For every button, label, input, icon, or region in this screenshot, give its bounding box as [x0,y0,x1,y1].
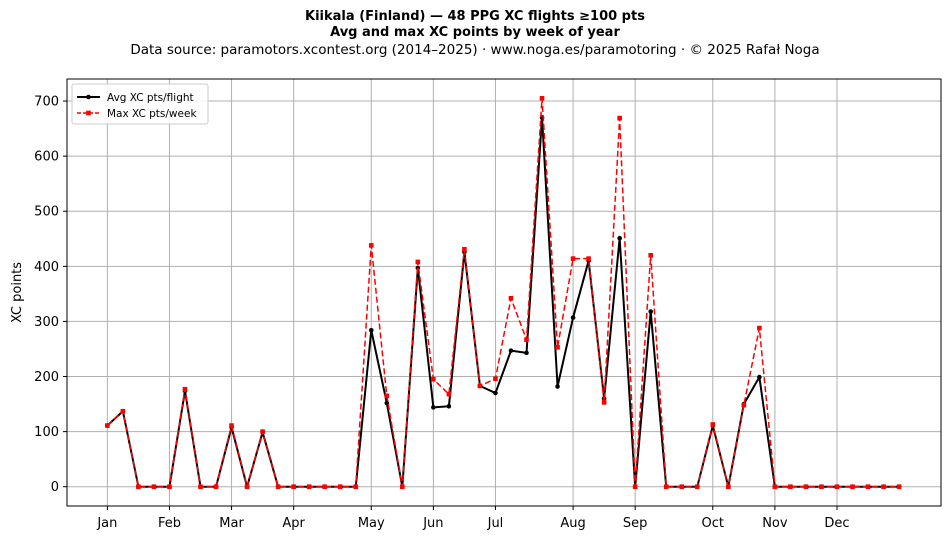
y-tick-label: 0 [51,480,59,495]
data-point-max [229,423,234,428]
data-point-max [306,484,312,490]
data-point-max [368,243,374,248]
data-point-avg [446,403,452,409]
data-point-max [213,484,219,490]
data-point-avg [493,390,498,396]
data-point-max [524,337,529,342]
data-point-max [865,484,871,490]
data-point-max [105,423,110,428]
data-point-max [850,484,855,490]
series-line-max [106,97,900,488]
data-point-max [337,484,343,490]
data-point-max [508,295,514,301]
series-layer [105,95,902,490]
y-tick-label: 700 [34,95,59,110]
data-point-max [570,256,576,261]
x-tick-label: May [358,516,385,531]
data-point-max [586,256,591,261]
data-point-avg [555,384,560,389]
data-point-max [617,115,622,121]
data-point-max [477,383,483,389]
y-axis-label: XC points [10,262,25,323]
legend-label-max: Max XC pts/week [107,108,197,120]
y-tick-label: 200 [34,370,59,385]
chart-subtitle: Avg and max XC points by week of year [330,25,620,40]
data-point-max [275,484,281,490]
data-point-max [431,376,436,382]
data-point-max [632,484,638,490]
data-point-max [493,376,498,382]
x-tick-label: Mar [219,516,244,531]
data-point-max [244,484,250,490]
data-point-max [353,484,359,490]
data-point-max [834,484,840,490]
data-point-max [803,484,809,490]
data-point-max [400,484,405,490]
data-point-max [881,484,886,490]
legend-box [71,83,209,125]
x-tick-label: Sep [623,516,648,531]
data-point-max [260,429,265,434]
data-point-max [120,408,126,414]
x-tick-label: Apr [282,516,305,531]
data-point-max [384,393,390,399]
data-point-avg [508,348,514,353]
data-point-max [322,484,327,490]
x-tick-label: Feb [158,516,181,531]
data-point-max [182,386,188,392]
data-point-max [741,402,747,408]
grid-lines [67,79,941,506]
y-tick-label: 100 [34,425,59,440]
data-point-max [539,95,545,101]
x-tick-label: Oct [702,516,724,531]
data-point-max [694,484,700,490]
data-point-max [663,484,669,490]
data-point-avg [524,350,529,356]
data-point-max [757,325,762,331]
data-point-max [151,484,157,490]
data-point-max [819,484,824,490]
data-source-note: Data source: paramotors.xcontest.org (20… [130,42,820,58]
data-point-avg [431,405,436,410]
data-point-max [198,484,203,490]
data-point-avg [757,374,762,380]
data-point-max [446,391,452,397]
plot-frame [66,78,942,507]
x-tick-label: Jun [422,516,443,531]
data-point-max [167,484,172,490]
data-point-max [601,400,607,405]
chart-title: Kiikala (Finland) — 48 PPG XC flights ≥1… [305,9,645,24]
y-tick-label: 400 [34,260,59,275]
data-point-avg [368,327,374,333]
x-tick-label: Dec [824,516,849,531]
data-point-avg [648,309,654,314]
x-tick-label: Aug [560,516,585,531]
y-tick-label: 600 [34,150,59,165]
y-tick-label: 300 [34,315,59,330]
data-point-max [291,484,296,490]
legend-marker-max [86,110,91,116]
data-point-max [710,422,716,427]
data-point-max [415,259,421,265]
data-point-max [896,484,902,490]
data-point-max [136,484,141,490]
data-point-avg [617,235,622,241]
data-point-max [555,345,560,350]
data-point-max [679,484,685,490]
data-point-max [772,484,778,490]
y-tick-label: 500 [34,205,59,220]
x-tick-label: Nov [762,516,788,531]
legend-marker-avg [86,94,91,100]
x-tick-label: Jan [96,516,117,531]
axes: 0 100 200 300 400 500 600 700 Jan Feb Mar Apr May Jun… [34,95,849,531]
data-point-avg [570,315,576,320]
data-point-max [462,246,467,252]
data-point-max [648,253,654,258]
legend-label-avg: Avg XC pts/flight [107,92,194,104]
data-point-max [788,484,793,490]
legend: Avg XC pts/flight Max XC pts/week [71,83,209,125]
x-tick-label: Jul [487,516,504,531]
data-point-max [726,484,731,490]
